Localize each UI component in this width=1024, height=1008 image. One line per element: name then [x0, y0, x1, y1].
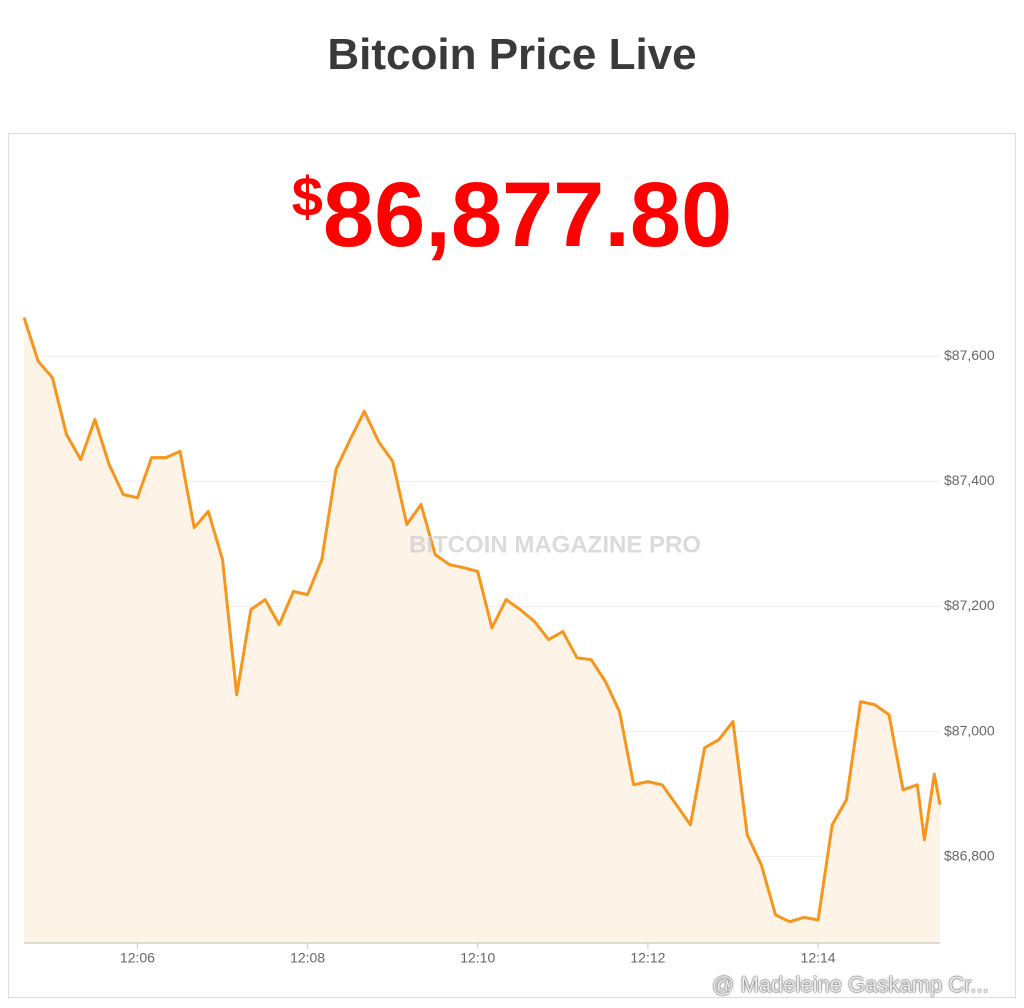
y-tick-label: $86,800	[944, 847, 995, 863]
y-tick-label: $87,200	[944, 597, 995, 613]
price-line	[22, 317, 942, 924]
price: $86,877.80	[0, 163, 1024, 268]
x-tick-label: 12:14	[801, 950, 836, 966]
y-tick-label: $87,600	[944, 347, 995, 363]
page-title: Bitcoin Price Live	[327, 30, 697, 79]
x-tick-label: 12:06	[120, 950, 155, 966]
x-tick-label: 12:10	[460, 950, 495, 966]
y-tick-label: $87,000	[944, 722, 995, 738]
price-amount: 86,877.80	[322, 164, 733, 266]
credit: @ Madeleine Gaskamp Cr...	[712, 972, 989, 997]
chart-card	[8, 133, 1016, 998]
area	[24, 317, 940, 943]
y-tick-label: $87,400	[944, 472, 995, 488]
x-tick-label: 12:08	[290, 950, 325, 966]
watermark: BITCOIN MAGAZINE PRO	[409, 531, 701, 558]
x-tick-label: 12:12	[630, 950, 665, 966]
currency: $	[291, 165, 323, 228]
